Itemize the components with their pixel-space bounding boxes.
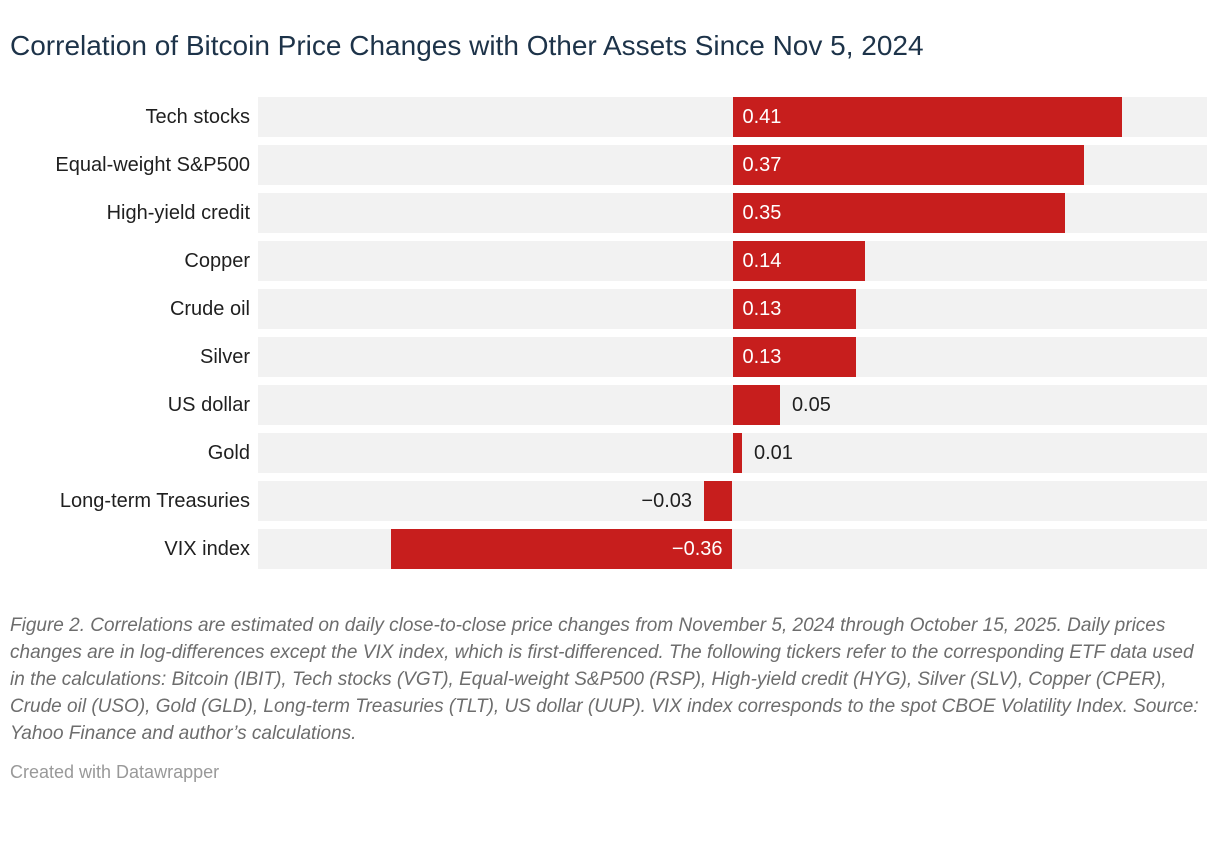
bar-chart: Tech stocks 0.41 Equal-weight S&P500 0.3… (10, 97, 1207, 569)
bar-value-label: 0.14 (742, 250, 782, 272)
row-label: VIX index (164, 537, 250, 560)
chart-row: Long-term Treasuries −0.03 (10, 481, 1207, 521)
chart-title: Correlation of Bitcoin Price Changes wit… (10, 30, 924, 61)
bar-value-label: 0.37 (742, 154, 782, 176)
bar-value-label: 0.41 (742, 106, 782, 128)
bar-track: 0.14 (258, 241, 1207, 281)
chart-row: Copper 0.14 (10, 241, 1207, 281)
bar-track: 0.13 (258, 337, 1207, 377)
row-label: US dollar (167, 393, 250, 416)
chart-row: Equal-weight S&P500 0.37 (10, 145, 1207, 185)
bar (732, 289, 856, 329)
chart-row: Gold 0.01 (10, 433, 1207, 473)
row-label: High-yield credit (106, 201, 250, 224)
bar-track: 0.37 (258, 145, 1207, 185)
chart-row: VIX index −0.36 (10, 529, 1207, 569)
chart-row: Crude oil 0.13 (10, 289, 1207, 329)
chart-row: Tech stocks 0.41 (10, 97, 1207, 137)
bar-value-label: 0.35 (742, 202, 782, 224)
row-label: Long-term Treasuries (59, 489, 250, 512)
bar-value-label: −0.03 (641, 490, 693, 512)
bar-track: 0.05 (258, 385, 1207, 425)
row-label: Crude oil (169, 297, 250, 320)
row-label: Silver (199, 345, 250, 368)
chart-row: High-yield credit 0.35 (10, 193, 1207, 233)
bar (732, 97, 1122, 137)
bar (732, 241, 866, 281)
bar-track: 0.35 (258, 193, 1207, 233)
bar-track: 0.13 (258, 289, 1207, 329)
bar-value-label: 0.13 (742, 298, 782, 320)
bar-value-label: 0.05 (791, 394, 831, 416)
row-label: Tech stocks (145, 105, 250, 128)
bar-value-label: 0.13 (742, 346, 782, 368)
bar (704, 481, 733, 521)
bar-track: −0.03 (258, 481, 1207, 521)
row-label: Equal-weight S&P500 (55, 153, 250, 176)
bar (390, 529, 733, 569)
chart-row: US dollar 0.05 (10, 385, 1207, 425)
bar-value-label: 0.01 (753, 442, 793, 464)
bar-track: 0.01 (258, 433, 1207, 473)
row-label: Gold (207, 441, 250, 464)
bar-track: 0.41 (258, 97, 1207, 137)
chart-row: Silver 0.13 (10, 337, 1207, 377)
bar (732, 385, 780, 425)
bar-value-label: −0.36 (671, 538, 723, 560)
bar-track: −0.36 (258, 529, 1207, 569)
bar (732, 145, 1084, 185)
bar (732, 433, 742, 473)
bar (732, 337, 856, 377)
datawrapper-credit: Created with Datawrapper (10, 762, 220, 782)
bar (732, 193, 1065, 233)
chart-note: Figure 2. Correlations are estimated on … (10, 615, 1199, 744)
row-label: Copper (184, 249, 250, 272)
